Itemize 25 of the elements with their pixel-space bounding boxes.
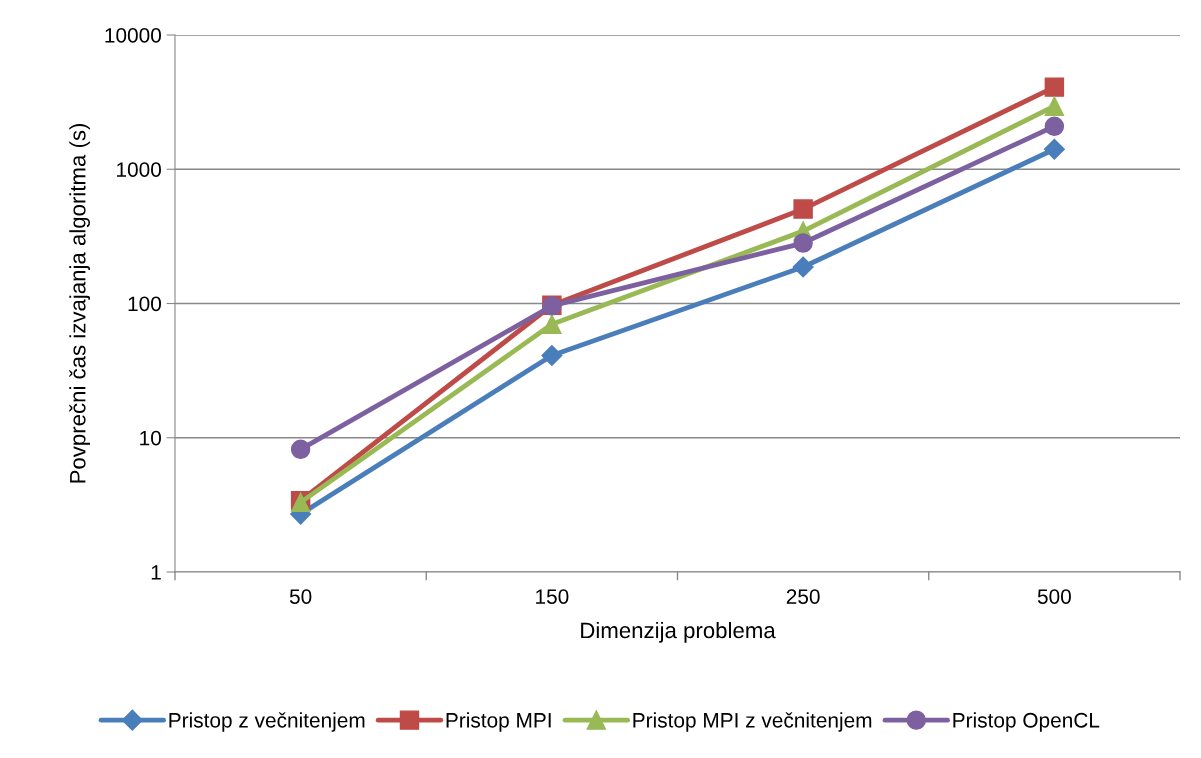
point <box>1044 96 1065 116</box>
y-tick-label: 100 <box>128 296 161 312</box>
point <box>792 256 814 278</box>
x-tick-label: 500 <box>1037 589 1071 604</box>
x-tick-label: 250 <box>786 589 820 604</box>
point <box>541 344 563 366</box>
y-axis-title: Povprečni čas izvajanja algoritma (s) <box>69 123 90 483</box>
point <box>793 233 813 253</box>
legend-label: Pristop z večnitenjem <box>169 712 365 732</box>
point <box>290 439 311 460</box>
y-tick-label: 1000 <box>117 162 161 177</box>
x-tick-label: 150 <box>536 589 569 604</box>
y-tick-label: 10 <box>140 430 161 446</box>
legend-label: Pristop MPI <box>446 712 551 732</box>
y-tick-label: 1 <box>151 565 161 580</box>
point <box>793 199 813 219</box>
legend-label: Pristop MPI z večnitenjem <box>633 712 872 732</box>
point <box>1044 116 1065 136</box>
x-tick-label: 50 <box>289 589 312 604</box>
x-axis-title: Dimenzija problema <box>581 621 776 643</box>
y-tick-label: 10000 <box>105 28 161 43</box>
legend-label: Pristop OpenCL <box>953 712 1100 732</box>
point <box>542 314 562 335</box>
point <box>1043 138 1065 160</box>
point <box>1044 77 1065 97</box>
